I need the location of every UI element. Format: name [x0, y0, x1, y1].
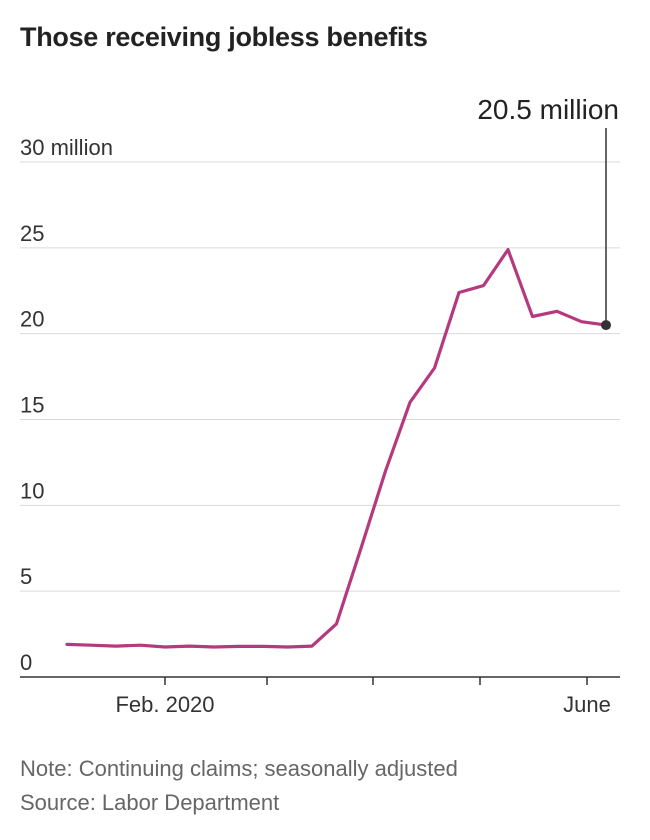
y-axis-labels: 0 5 10 15 20 25 30 million [20, 135, 113, 675]
y-tick-label: 25 [20, 221, 44, 246]
series-line [65, 248, 608, 649]
x-axis-ticks [164, 677, 588, 685]
x-tick-label: Feb. 2020 [115, 692, 214, 717]
y-tick-label: 20 [20, 307, 44, 332]
y-tick-label: 15 [20, 393, 44, 418]
y-tick-label: 10 [20, 478, 44, 503]
line-chart: 0 5 10 15 20 25 30 million Feb. 2020 June 20.5 … [20, 94, 620, 717]
grid-lines [20, 161, 620, 592]
y-tick-label: 5 [20, 564, 32, 589]
chart-source: Source: Labor Department [20, 790, 280, 815]
end-point-marker [601, 320, 611, 331]
chart-title: Those receiving jobless benefits [20, 22, 428, 52]
chart-note: Note: Continuing claims; seasonally adju… [20, 756, 458, 781]
x-axis-labels: Feb. 2020 June [115, 692, 610, 717]
x-tick-label: June [563, 692, 611, 717]
y-tick-label: 0 [20, 650, 32, 675]
y-tick-label: 30 million [20, 135, 113, 160]
callout-label: 20.5 million [477, 94, 619, 125]
